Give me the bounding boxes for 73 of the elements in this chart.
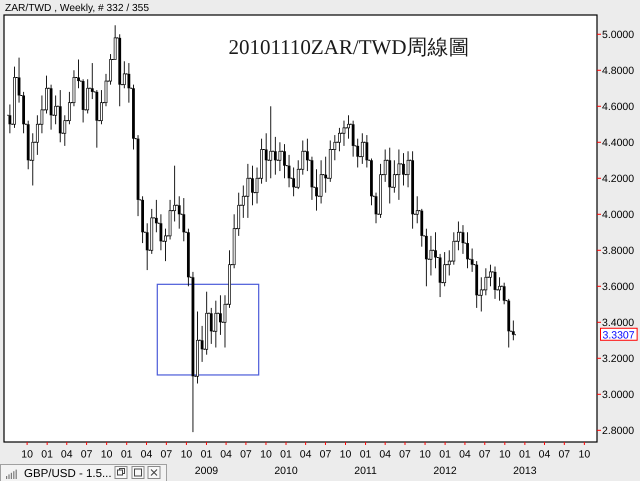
x-tick-label: 07 [478, 448, 491, 460]
x-tick-label: 10 [340, 448, 352, 460]
y-tick-label: 4.0000 [602, 208, 634, 221]
x-tick-label: 01 [120, 448, 133, 460]
x-tick-label: 04 [140, 448, 153, 460]
y-tick-label: 4.8000 [602, 64, 634, 77]
x-tick-label: 10 [260, 448, 272, 460]
candlestick [104, 73, 108, 107]
candlestick [278, 142, 282, 172]
candlestick [109, 54, 112, 86]
x-tick-label: 07 [399, 448, 411, 460]
y-tick-label: 3.4000 [602, 316, 634, 329]
x-tick-label: 04 [459, 448, 471, 460]
candlestick [45, 75, 48, 114]
candlestick [256, 167, 258, 204]
y-tick-label: 2.8000 [602, 425, 634, 437]
y-tick-label: 3.6000 [602, 280, 634, 293]
x-tick-label: 01 [439, 448, 452, 460]
text: 2012 [433, 465, 457, 477]
x-tick-label: 04 [379, 448, 392, 460]
candlestick [160, 214, 162, 251]
x-tick-label: 04 [220, 448, 232, 460]
candlestick [224, 294, 226, 348]
y-tick-label: 4.4000 [602, 136, 634, 149]
candlestick [338, 127, 341, 152]
candlestick [283, 144, 286, 179]
x-tick-label: 07 [160, 448, 172, 460]
candlestick [402, 152, 405, 186]
candlestick [406, 150, 410, 188]
candlestick [315, 168, 318, 212]
candlestick [462, 224, 464, 254]
text: 2009 [194, 465, 218, 477]
x-tick-label: 10 [578, 448, 590, 460]
candlestick [18, 57, 20, 104]
x-tick-label: 10 [21, 448, 34, 460]
x-tick-label: 10 [498, 448, 511, 460]
text: 2010 [274, 465, 298, 477]
candlestick [320, 160, 322, 204]
y-tick-label: 3.0000 [602, 388, 634, 401]
chart-subtitle: ZAR/TWD , Weekly, # 332 / 355 [5, 3, 150, 14]
y-tick-label: 3.2000 [602, 352, 634, 365]
y-tick-label: 4.6000 [602, 100, 634, 113]
candlestick [466, 232, 469, 269]
x-tick-label: 01 [519, 448, 531, 460]
y-tick-label: 3.8000 [602, 244, 634, 257]
text: 2011 [354, 465, 377, 477]
x-tick-label: 07 [240, 448, 252, 460]
x-tick-label: 07 [558, 448, 570, 460]
candlestick [494, 266, 496, 300]
candlestick [374, 192, 378, 224]
x-tick-label: 10 [180, 448, 192, 460]
x-tick-label: 04 [60, 448, 73, 460]
text: 2013 [513, 465, 537, 477]
x-tick-label: 10 [100, 448, 113, 460]
candlestick [288, 154, 290, 188]
text: 20101110ZAR/TWD周線圖 [228, 35, 470, 59]
candlestick [40, 95, 44, 134]
x-tick-label: 04 [538, 448, 550, 460]
x-tick-label: 04 [300, 448, 312, 460]
x-tick-label: 01 [280, 448, 292, 460]
y-tick-label: 4.2000 [602, 172, 634, 185]
x-tick-label: 01 [200, 448, 212, 460]
x-tick-label: 07 [80, 448, 93, 460]
text: GBP/USD - 1.5... [24, 468, 112, 480]
x-tick-label: 10 [419, 448, 432, 460]
y-tick-label: 5.0000 [602, 28, 634, 41]
candlestick [100, 90, 103, 125]
x-tick-label: 01 [41, 448, 54, 460]
candlestick [430, 235, 432, 276]
x-tick-label: 01 [360, 448, 372, 460]
x-tick-label: 07 [320, 448, 332, 460]
candlestick [219, 294, 222, 336]
candlestick [251, 165, 254, 206]
